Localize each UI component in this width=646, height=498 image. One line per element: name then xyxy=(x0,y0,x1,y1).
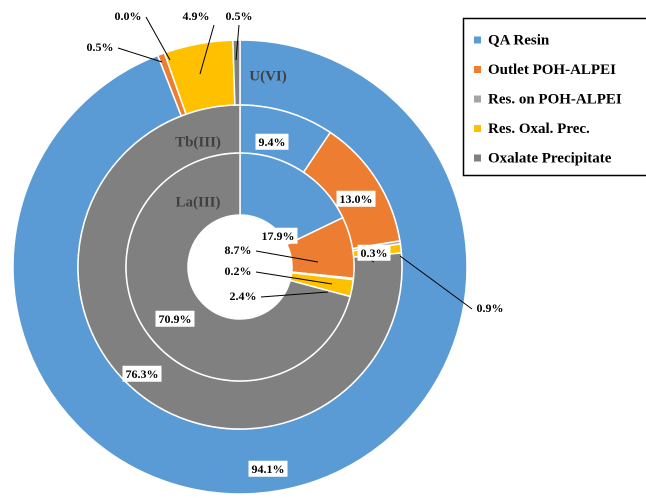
data-label: 0.0% xyxy=(115,9,142,23)
legend-label: Res. on POH-ALPEI xyxy=(488,91,622,107)
legend-swatch xyxy=(474,95,481,103)
label-box xyxy=(111,7,145,24)
legend-box xyxy=(462,17,646,177)
leader-line xyxy=(399,255,473,310)
data-label: 0.9% xyxy=(477,301,504,315)
leader-line xyxy=(145,16,171,61)
label-box xyxy=(221,262,255,279)
data-label: 9.4% xyxy=(259,135,286,149)
ring-label: U(VI) xyxy=(249,68,287,84)
legend-label: Oxalate Precipitate xyxy=(488,150,612,166)
label-box xyxy=(248,460,288,477)
leader-line xyxy=(255,250,319,263)
legend-swatch xyxy=(474,36,481,44)
legend-label: Outlet POH-ALPEI xyxy=(488,62,616,78)
label-box xyxy=(221,241,255,258)
data-label: 4.9% xyxy=(183,9,210,23)
data-label: 0.5% xyxy=(87,40,114,54)
leader-line xyxy=(199,24,215,75)
label-box xyxy=(222,7,256,24)
data-label: 2.4% xyxy=(230,289,257,303)
data-label: 94.1% xyxy=(252,462,285,476)
data-label: 8.7% xyxy=(225,243,252,257)
leader-line xyxy=(255,271,333,285)
data-label: 70.9% xyxy=(159,312,192,326)
ring-label: La(III) xyxy=(175,194,220,210)
label-box xyxy=(83,38,117,55)
label-box xyxy=(357,244,391,261)
legend-swatch xyxy=(474,66,481,73)
label-box xyxy=(155,310,195,327)
label-box xyxy=(226,287,260,304)
data-label: 17.9% xyxy=(262,229,295,243)
data-label: 0.3% xyxy=(361,246,388,260)
leader-line xyxy=(235,24,240,61)
data-label: 13.0% xyxy=(340,192,373,206)
data-label: 76.3% xyxy=(126,367,159,381)
donut-segment xyxy=(239,152,344,246)
label-box xyxy=(255,133,289,150)
data-label: 0.5% xyxy=(226,9,253,23)
label-box xyxy=(258,227,298,244)
leader-line xyxy=(117,47,163,63)
label-box xyxy=(122,365,162,382)
label-box xyxy=(473,299,507,316)
label-box xyxy=(179,7,213,24)
legend-swatch xyxy=(474,154,481,162)
data-label: 0.2% xyxy=(225,264,252,278)
ring-label: Tb(III) xyxy=(175,134,221,150)
legend-label: QA Resin xyxy=(488,32,550,48)
label-box xyxy=(336,190,376,207)
legend-swatch xyxy=(474,125,481,132)
legend-label: Res. Oxal. Prec. xyxy=(488,121,590,137)
leader-line xyxy=(260,291,329,298)
